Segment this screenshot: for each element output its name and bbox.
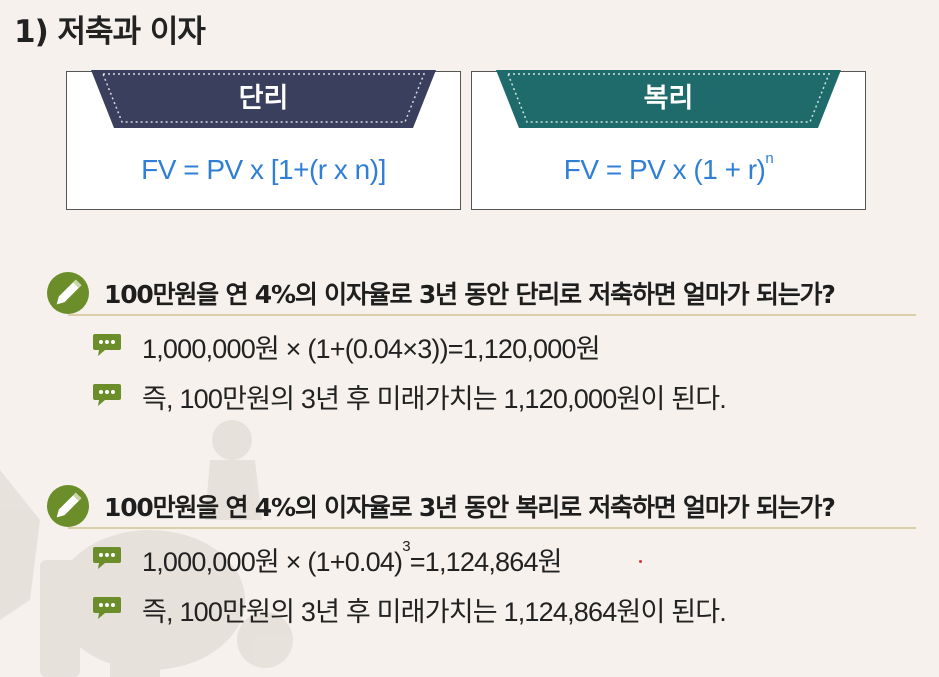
simple-interest-card: 단리 FV = PV x [1+(r x n)]	[66, 70, 461, 210]
pencil-icon	[47, 272, 89, 314]
calculation-base: 1,000,000원 × (1+0.04)	[142, 547, 403, 577]
question-divider	[68, 314, 916, 316]
speech-bubble-icon	[93, 384, 121, 406]
simple-interest-label: 단리	[238, 83, 289, 114]
question-text: 100만원을 연 4%의 이자율로 3년 동안 단리로 저축하면 얼마가 되는가…	[104, 280, 836, 309]
speech-bubble-icon	[93, 547, 121, 569]
compound-formula-base: FV = PV x (1 + r)	[563, 154, 766, 185]
simple-interest-formula: FV = PV x [1+(r x n)]	[141, 154, 386, 185]
answer-text: 즉, 100만원의 3년 후 미래가치는 1,124,864원이 된다.	[142, 597, 727, 627]
compound-interest-formula: FV = PV x (1 + r)n	[472, 150, 865, 186]
compound-interest-label: 복리	[643, 83, 694, 114]
compound-interest-card: 복리 FV = PV x (1 + r)n	[471, 70, 866, 210]
calculation-text: 1,000,000원 × (1+(0.04×3))=1,120,000원	[142, 334, 601, 364]
calculation-exponent: 3	[402, 538, 410, 555]
question-divider	[68, 527, 916, 529]
speech-bubble-icon	[93, 597, 121, 619]
simple-interest-tab	[91, 70, 436, 128]
question-block-1: 100만원을 연 4%의 이자율로 3년 동안 단리로 저축하면 얼마가 되는가…	[46, 271, 916, 419]
calculation-result: =1,124,864원	[409, 547, 563, 577]
question-text: 100만원을 연 4%의 이자율로 3년 동안 복리로 저축하면 얼마가 되는가…	[104, 493, 836, 522]
compound-interest-tab	[496, 70, 841, 128]
page-title: 1) 저축과 이자	[14, 14, 206, 50]
laser-pointer-dot	[639, 560, 642, 563]
compound-formula-exponent: n	[765, 150, 774, 167]
question-block-2: 100만원을 연 4%의 이자율로 3년 동안 복리로 저축하면 얼마가 되는가…	[46, 484, 916, 632]
pencil-icon	[47, 485, 89, 527]
answer-text: 즉, 100만원의 3년 후 미래가치는 1,120,000원이 된다.	[142, 384, 727, 414]
speech-bubble-icon	[93, 334, 121, 356]
calculation-text: 1,000,000원 × (1+0.04)3=1,124,864원	[142, 538, 563, 579]
